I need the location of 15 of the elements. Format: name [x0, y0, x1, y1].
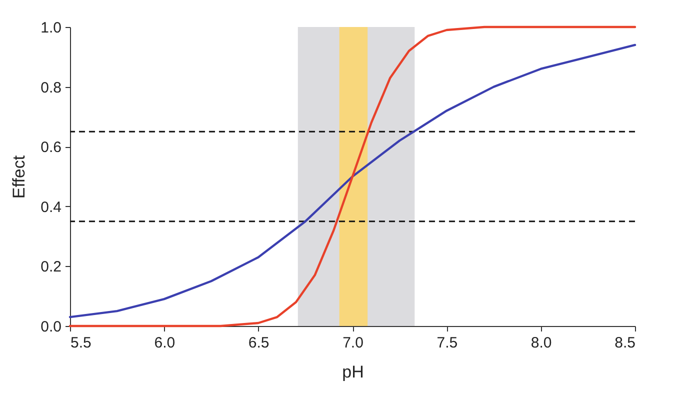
y-tick-label: 0.2: [40, 258, 62, 276]
x-tick-label: 7.0: [342, 334, 364, 352]
y-tick-label: 0.4: [40, 198, 62, 216]
x-tick-label: 6.0: [154, 334, 176, 352]
y-tick-label: 0.8: [40, 79, 62, 96]
x-tick-label: 8.0: [530, 334, 552, 352]
y-tick-label: 1.0: [40, 20, 62, 36]
y-tick-label: 0.6: [40, 139, 62, 156]
y-tick-label: 0.0: [40, 318, 62, 336]
x-tick-label: 5.5: [70, 334, 92, 352]
x-tick-label: 7.5: [436, 334, 458, 352]
x-axis-title: pH: [342, 362, 364, 382]
y-axis-title: Effect: [10, 155, 29, 199]
x-tick-label: 8.5: [614, 334, 636, 352]
x-tick-label: 6.5: [248, 334, 270, 352]
